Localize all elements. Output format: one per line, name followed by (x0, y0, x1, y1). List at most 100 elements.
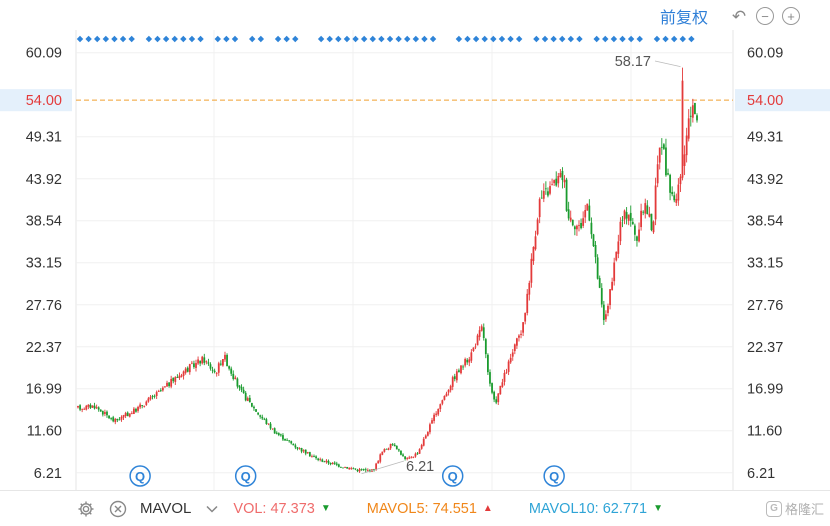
candle-body (77, 406, 79, 408)
event-diamond-marker[interactable] (472, 35, 480, 43)
candle-body (300, 447, 303, 452)
event-diamond-marker[interactable] (610, 35, 618, 43)
candle-body (273, 428, 276, 434)
event-diamond-marker[interactable] (602, 35, 609, 43)
q-event-badge[interactable]: Q (441, 465, 464, 487)
event-diamond-marker[interactable] (636, 35, 643, 43)
candles-group (77, 67, 698, 473)
candle-body (313, 456, 315, 457)
event-diamond-marker[interactable] (231, 35, 239, 43)
event-diamond-marker[interactable] (317, 35, 325, 43)
event-diamond-marker[interactable] (688, 35, 695, 43)
event-diamond-marker[interactable] (619, 35, 626, 43)
event-diamond-marker[interactable] (171, 35, 178, 43)
candle-body (526, 293, 529, 313)
event-diamond-marker[interactable] (343, 35, 351, 43)
event-diamond-marker[interactable] (180, 35, 187, 43)
mavol10-value: 62.771 (602, 500, 648, 517)
price-adjust-button[interactable]: 前复权 (660, 10, 709, 27)
candle-body (484, 339, 487, 355)
q-event-badge[interactable]: Q (543, 465, 565, 487)
event-diamond-marker[interactable] (533, 35, 540, 43)
event-diamond-marker[interactable] (670, 35, 678, 43)
candle-body (157, 391, 160, 392)
event-diamond-marker[interactable] (481, 35, 488, 43)
event-diamond-marker[interactable] (119, 35, 127, 43)
event-diamond-marker[interactable] (404, 35, 411, 43)
close-indicator-icon[interactable] (108, 499, 128, 519)
event-diamond-marker[interactable] (369, 35, 376, 43)
event-diamond-marker[interactable] (352, 35, 359, 43)
chevron-down-icon[interactable] (205, 505, 219, 513)
event-diamond-marker[interactable] (455, 35, 463, 43)
undo-icon[interactable]: ↶ (731, 6, 747, 26)
event-diamond-marker[interactable] (102, 35, 110, 43)
event-diamond-marker[interactable] (274, 35, 282, 43)
candle-body (296, 447, 299, 449)
event-diamond-marker[interactable] (429, 35, 437, 43)
event-diamond-marker[interactable] (162, 35, 170, 43)
event-diamond-marker[interactable] (145, 35, 153, 43)
y-tick-label-left: 16.99 (26, 382, 62, 398)
settings-gear-icon[interactable] (76, 499, 96, 519)
candle-body (629, 212, 632, 221)
event-diamond-marker[interactable] (94, 35, 101, 43)
event-diamond-marker[interactable] (567, 35, 575, 43)
event-diamond-marker[interactable] (559, 35, 566, 43)
candle-body (402, 454, 404, 456)
event-diamond-marker[interactable] (515, 35, 523, 43)
q-event-badge[interactable]: Q (234, 465, 257, 487)
event-diamond-marker[interactable] (154, 35, 161, 43)
event-diamond-marker[interactable] (223, 35, 230, 43)
candle-body (652, 221, 655, 233)
event-diamond-marker[interactable] (490, 35, 497, 43)
candle-body (381, 451, 384, 455)
candle-body (584, 210, 587, 218)
event-diamond-marker[interactable] (464, 35, 471, 43)
candle-body (207, 362, 210, 364)
event-diamond-marker[interactable] (386, 35, 394, 43)
event-diamond-marker[interactable] (326, 35, 333, 43)
candle-body (429, 424, 431, 433)
event-diamond-marker[interactable] (214, 35, 221, 43)
event-diamond-marker[interactable] (541, 35, 549, 43)
event-diamond-marker[interactable] (498, 35, 506, 43)
event-diamond-marker[interactable] (421, 35, 428, 43)
event-diamond-marker[interactable] (257, 35, 265, 43)
event-diamond-marker[interactable] (412, 35, 420, 43)
watermark-icon: G (765, 500, 782, 517)
zoom-in-icon[interactable]: + (782, 7, 801, 25)
event-diamond-marker[interactable] (128, 35, 135, 43)
zoom-out-icon[interactable]: − (756, 7, 775, 25)
candle-body (681, 80, 684, 178)
price-chart[interactable]: 60.09 60.09 54.00 54.00 49.31 49.31 43.92 43.92… (0, 0, 830, 490)
candle-body (377, 461, 380, 464)
event-diamond-marker[interactable] (662, 35, 669, 43)
event-diamond-marker[interactable] (507, 35, 514, 43)
event-diamond-marker[interactable] (627, 35, 635, 43)
event-diamond-marker[interactable] (111, 35, 118, 43)
y-tick-label-right: 43.92 (747, 172, 783, 188)
event-diamond-marker[interactable] (249, 35, 256, 43)
event-diamond-marker[interactable] (653, 35, 661, 43)
event-diamond-marker[interactable] (679, 35, 686, 43)
event-diamond-marker[interactable] (283, 35, 290, 43)
y-tick-label-right: 11.60 (747, 424, 782, 440)
event-diamond-marker[interactable] (197, 35, 204, 43)
event-diamond-marker[interactable] (378, 35, 385, 43)
event-diamond-marker[interactable] (292, 35, 299, 43)
candle-body (304, 449, 307, 454)
candle-body (137, 406, 139, 411)
q-event-badge[interactable]: Q (129, 465, 151, 487)
event-diamond-marker[interactable] (335, 35, 342, 43)
event-diamond-marker[interactable] (360, 35, 368, 43)
candle-body (128, 413, 131, 417)
event-diamond-marker[interactable] (593, 35, 600, 43)
event-diamond-marker[interactable] (550, 35, 557, 43)
event-diamond-marker[interactable] (395, 35, 402, 43)
event-diamond-marker[interactable] (188, 35, 196, 43)
event-diamond-marker[interactable] (85, 35, 92, 43)
candle-body (671, 191, 674, 195)
event-diamond-marker[interactable] (76, 35, 84, 43)
event-diamond-marker[interactable] (576, 35, 583, 43)
